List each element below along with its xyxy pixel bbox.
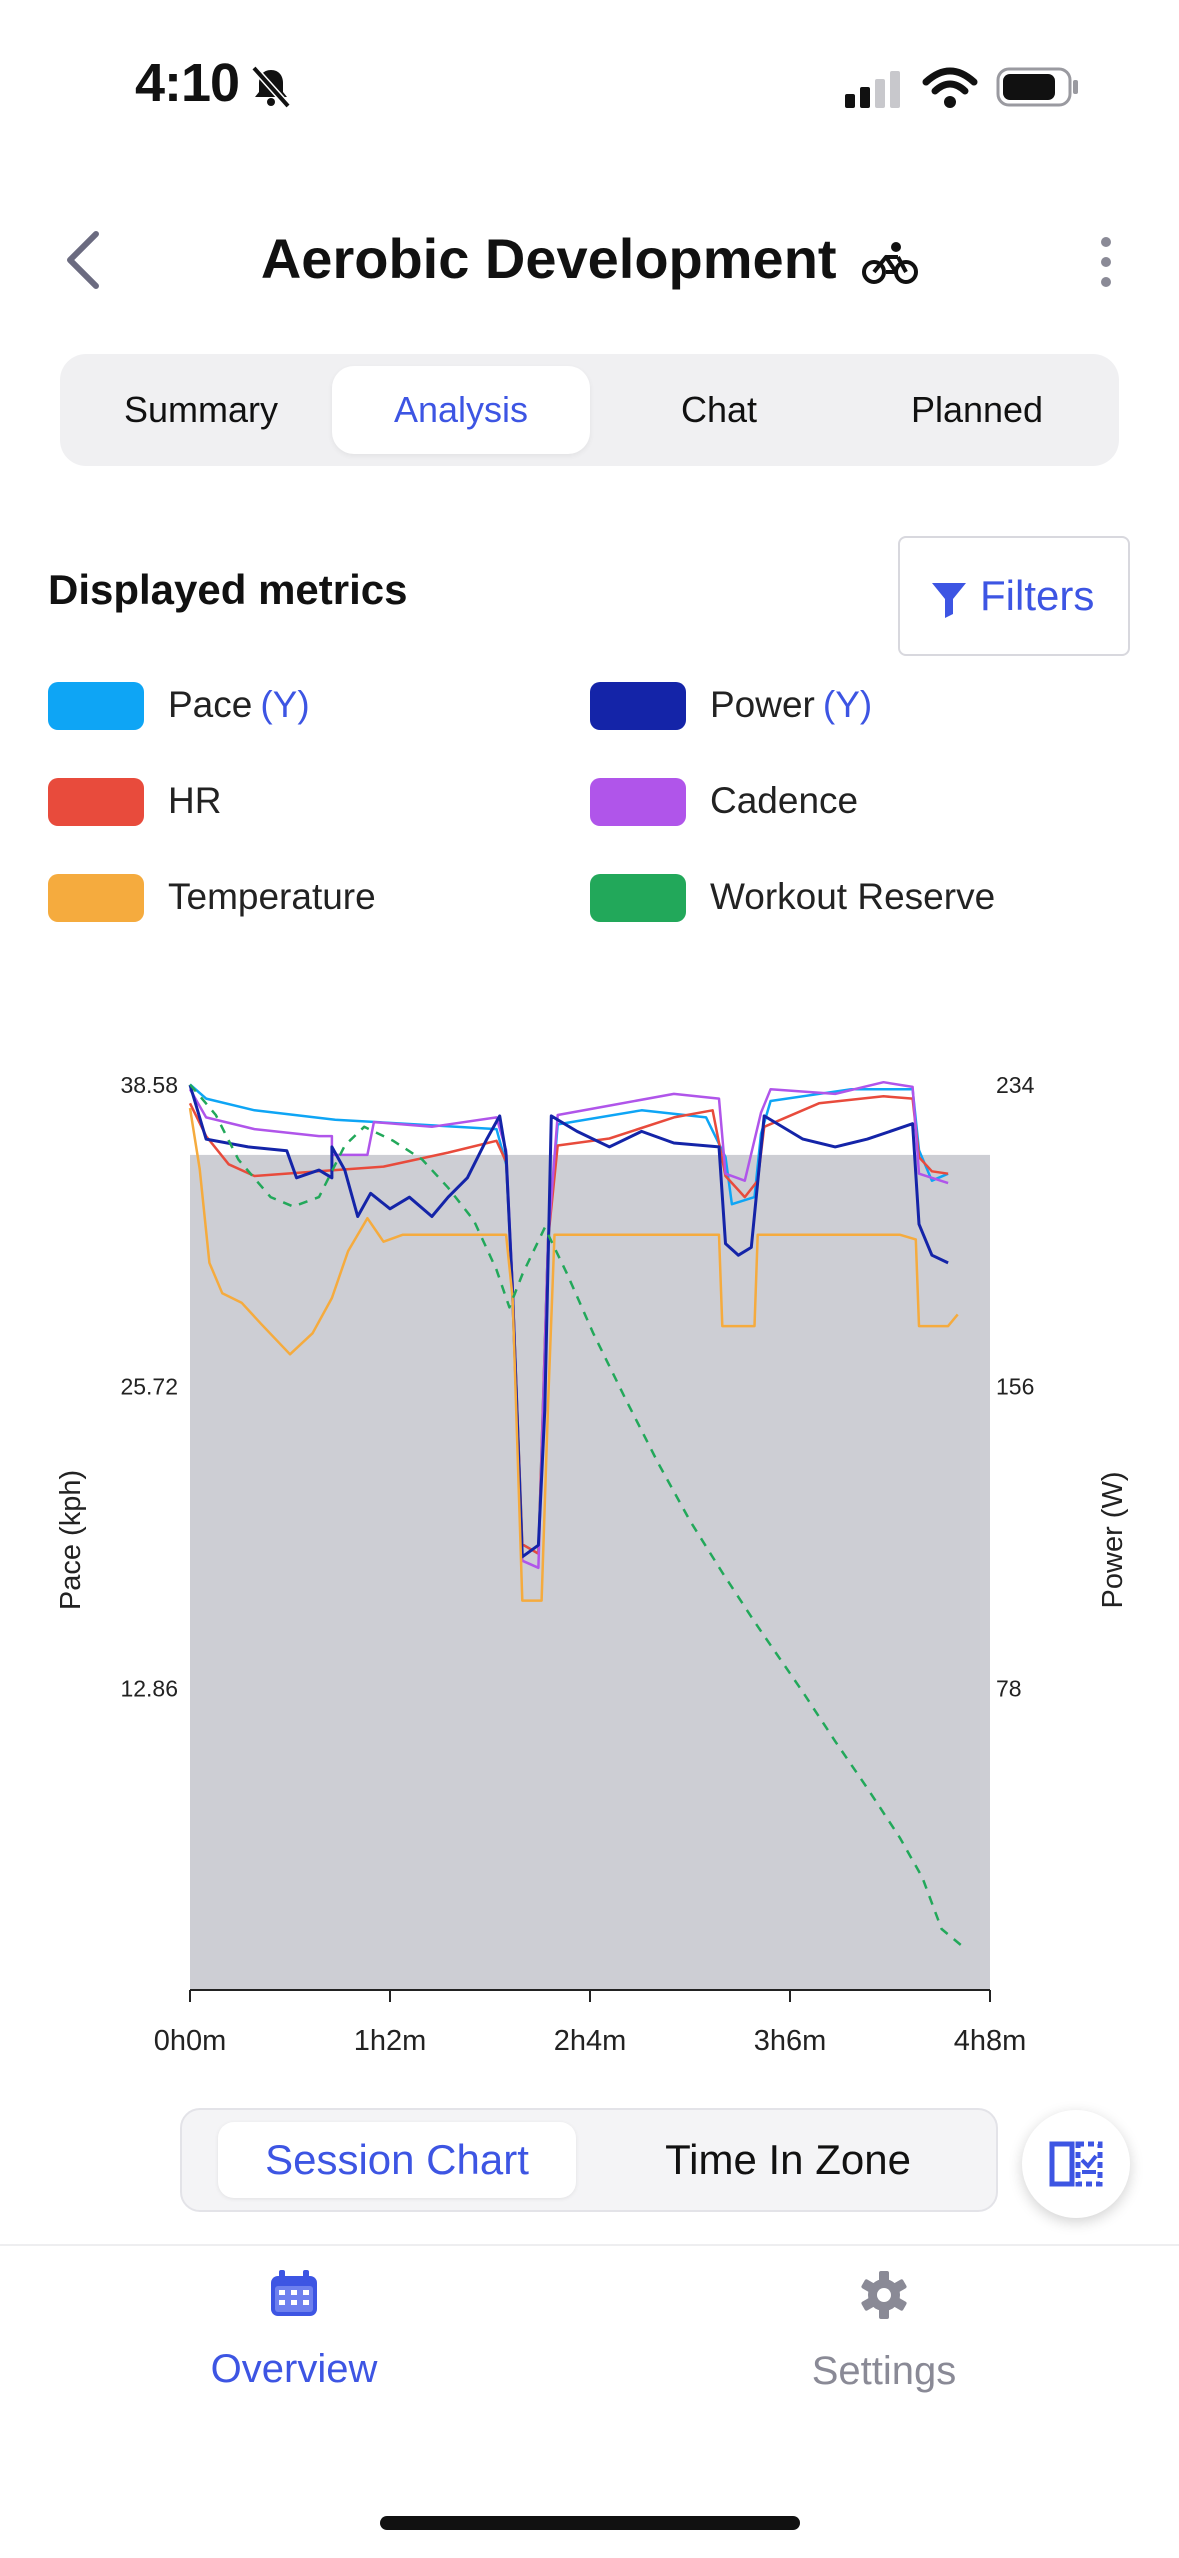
x-tick-label: 3h6m — [754, 2025, 827, 2057]
y-left-tick-label: 12.86 — [120, 1675, 178, 1701]
tab-summary[interactable]: Summary — [123, 389, 279, 430]
page-title: Aerobic Development — [0, 226, 1179, 291]
metric-temperature: Temperature — [168, 876, 376, 917]
tab-planned[interactable]: Planned — [910, 389, 1044, 430]
x-tick-label: 1h2m — [354, 2025, 427, 2057]
x-tick-label: 0h0m — [154, 2025, 227, 2057]
calendar-icon — [271, 2270, 317, 2316]
filters-button[interactable]: Filters — [898, 536, 1130, 656]
x-tick-label: 2h4m — [554, 2025, 627, 2057]
y-right-axis-title: Power (W) — [1097, 1472, 1129, 1609]
session-chart[interactable]: 0h0m 1h2m 2h4m 3h6m 4h8m 38.58 25.72 12.86 234 15… — [0, 1050, 1179, 2130]
gear-icon — [861, 2271, 907, 2319]
pace-swatch[interactable] — [48, 682, 144, 730]
home-indicator — [380, 2516, 800, 2530]
temperature-swatch[interactable] — [48, 874, 144, 922]
metric-power: Power (Y) — [710, 684, 872, 726]
series-temperature — [188, 1107, 959, 1602]
series-workout-reserve — [189, 1083, 965, 1949]
x-tick-label: 4h8m — [954, 2025, 1027, 2057]
y-right-tick-label: 78 — [996, 1675, 1022, 1701]
bottom-navigation: Overview Settings — [0, 2244, 1179, 2558]
more-options-icon[interactable] — [1093, 234, 1119, 290]
y-right-tick-label: 234 — [996, 1072, 1035, 1098]
filter-icon — [932, 583, 966, 618]
time-in-zone-tab[interactable]: Time In Zone — [665, 2136, 911, 2183]
nav-settings-label: Settings — [811, 2349, 957, 2393]
shaded-zone — [190, 1154, 990, 1990]
chart-layout-button[interactable] — [1022, 2110, 1130, 2218]
power-swatch[interactable] — [590, 682, 686, 730]
session-chart-tab[interactable]: Session Chart — [218, 2122, 576, 2198]
nav-overview[interactable]: Overview — [94, 2270, 494, 2392]
filters-label: Filters — [980, 572, 1095, 619]
y-left-tick-label: 25.72 — [120, 1374, 178, 1400]
nav-overview-label: Overview — [210, 2347, 378, 2391]
wifi-icon — [922, 67, 978, 108]
y-left-tick-label: 38.58 — [120, 1072, 178, 1098]
hr-swatch[interactable] — [48, 778, 144, 826]
back-chevron-icon[interactable] — [60, 228, 108, 292]
metric-label: Pace — [168, 684, 253, 725]
y-right-tick-label: 156 — [996, 1374, 1034, 1400]
bell-off-icon — [251, 65, 291, 109]
workout-reserve-swatch[interactable] — [590, 874, 686, 922]
nav-settings[interactable]: Settings — [684, 2270, 1084, 2394]
page-title-text: Aerobic Development — [260, 227, 837, 290]
cellular-signal-icon — [845, 71, 900, 108]
metric-cadence: Cadence — [710, 780, 859, 821]
metric-pace: Pace (Y) — [168, 684, 310, 726]
cadence-swatch[interactable] — [590, 778, 686, 826]
chart-mode-toggle: Session Chart Time In Zone — [180, 2108, 998, 2212]
y-axis-marker[interactable]: (Y) — [260, 684, 310, 725]
metric-hr: HR — [168, 780, 222, 821]
bike-icon — [862, 242, 919, 285]
metric-workout-reserve: Workout Reserve — [710, 876, 996, 917]
battery-icon — [996, 67, 1078, 107]
displayed-metrics-title: Displayed metrics — [48, 566, 408, 613]
series-hr — [188, 1095, 949, 1555]
analysis-tabs: Summary Analysis Chat Planned — [60, 354, 1119, 466]
y-axis-marker[interactable]: (Y) — [822, 684, 873, 725]
tab-chat[interactable]: Chat — [680, 389, 758, 430]
tab-analysis[interactable]: Analysis — [332, 366, 590, 454]
series-power — [188, 1084, 949, 1559]
metric-label: Power — [710, 684, 815, 725]
status-time: 4:10 — [135, 53, 240, 113]
layout-toggle-icon — [1049, 2141, 1103, 2187]
y-left-axis-title: Pace (kph) — [55, 1470, 87, 1610]
